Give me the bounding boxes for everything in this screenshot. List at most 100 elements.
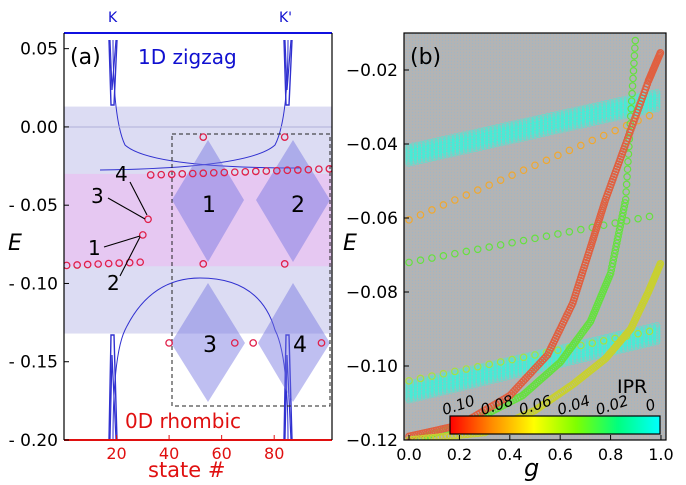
x-tick-label: 0.8 — [598, 445, 623, 464]
data-point — [656, 259, 665, 268]
data-point — [115, 259, 124, 267]
data-point — [531, 161, 539, 170]
data-point — [251, 167, 260, 176]
data-point — [623, 172, 631, 181]
data-point — [539, 129, 548, 138]
top-label-kprime: K' — [279, 10, 292, 26]
data-point — [653, 104, 661, 113]
data-point — [611, 126, 619, 135]
data-point — [598, 116, 606, 125]
data-point — [489, 140, 497, 149]
data-point — [634, 214, 642, 223]
data-point — [64, 261, 71, 270]
data-point — [514, 370, 522, 378]
data-point — [628, 82, 637, 90]
data-point — [564, 358, 573, 367]
series-6 — [405, 49, 665, 440]
data-point — [542, 156, 551, 165]
y-tick-label: - 0.10 — [9, 274, 58, 294]
annotation-pointers — [103, 181, 148, 277]
data-point — [468, 381, 476, 389]
dispersion-curves — [99, 39, 301, 440]
data-point — [577, 341, 585, 350]
data-point — [518, 134, 527, 142]
data-point — [473, 245, 482, 254]
series-b — [405, 36, 665, 440]
data-point — [443, 387, 451, 395]
data-point — [434, 389, 443, 397]
data-point — [280, 133, 289, 141]
data-point — [209, 168, 218, 177]
dashed-box — [171, 133, 331, 407]
data-point — [493, 375, 501, 383]
data-point — [485, 243, 493, 251]
data-point — [627, 104, 635, 113]
data-point — [577, 121, 585, 129]
data-point — [506, 137, 514, 145]
y-tick-label: −0.02 — [346, 61, 398, 81]
data-point — [496, 176, 505, 184]
y-tick-label: - 0.20 — [9, 431, 58, 451]
data-point — [531, 351, 539, 359]
data-point — [428, 206, 436, 214]
x-tick-label: 80 — [264, 444, 284, 463]
data-point — [416, 374, 425, 383]
data-point — [624, 157, 632, 166]
data-point — [476, 143, 485, 152]
data-point — [631, 44, 639, 52]
data-point — [455, 148, 464, 156]
data-point — [548, 362, 556, 371]
data-point — [493, 140, 501, 148]
data-point — [426, 154, 434, 163]
panel-label-b: (b) — [410, 45, 441, 70]
annotation-bottom: 0D rhombic — [125, 409, 241, 433]
data-point — [438, 152, 447, 160]
y-tick-label: −0.10 — [346, 357, 398, 377]
data-point — [272, 166, 281, 175]
data-point — [434, 152, 443, 161]
axes-a: 0.05 0.00 - 0.05 - 0.10 - 0.15 - 0.20 20 40 60 80 — [9, 40, 285, 463]
data-point — [565, 227, 574, 236]
data-point — [648, 105, 657, 114]
data-point — [552, 127, 560, 135]
ylabel-a: E — [8, 231, 22, 256]
data-point — [640, 340, 648, 349]
data-point — [199, 260, 208, 268]
data-point — [519, 353, 528, 362]
data-point — [230, 168, 239, 177]
data-point — [496, 358, 505, 366]
colorbar-label: IPR — [617, 376, 647, 398]
series-2 — [405, 212, 654, 267]
data-point — [409, 395, 417, 403]
data-point — [178, 170, 187, 178]
data-point — [473, 186, 482, 194]
y-tick-label: −0.08 — [346, 283, 398, 303]
x-tick-label: 0.6 — [547, 445, 572, 464]
data-point — [462, 191, 471, 199]
data-point — [405, 159, 413, 167]
data-point — [165, 339, 173, 347]
data-point — [325, 165, 332, 173]
data-point — [104, 259, 113, 268]
data-point — [556, 126, 564, 134]
data-point — [405, 376, 413, 385]
data-point — [622, 188, 630, 196]
data-point — [304, 165, 313, 174]
data-point — [439, 201, 448, 209]
y-tick-label: −0.06 — [346, 209, 398, 229]
data-point — [468, 145, 476, 153]
data-point — [519, 236, 528, 245]
data-point — [656, 49, 665, 57]
data-point — [554, 151, 562, 160]
data-point — [565, 146, 574, 155]
data-point — [615, 113, 623, 121]
data-point — [262, 167, 271, 175]
data-point — [581, 120, 590, 128]
data-point — [630, 51, 639, 60]
data-point — [439, 369, 448, 378]
data-point — [485, 181, 493, 189]
ylabel-b: E — [343, 231, 357, 256]
state-points — [64, 133, 332, 347]
data-point — [648, 339, 657, 347]
